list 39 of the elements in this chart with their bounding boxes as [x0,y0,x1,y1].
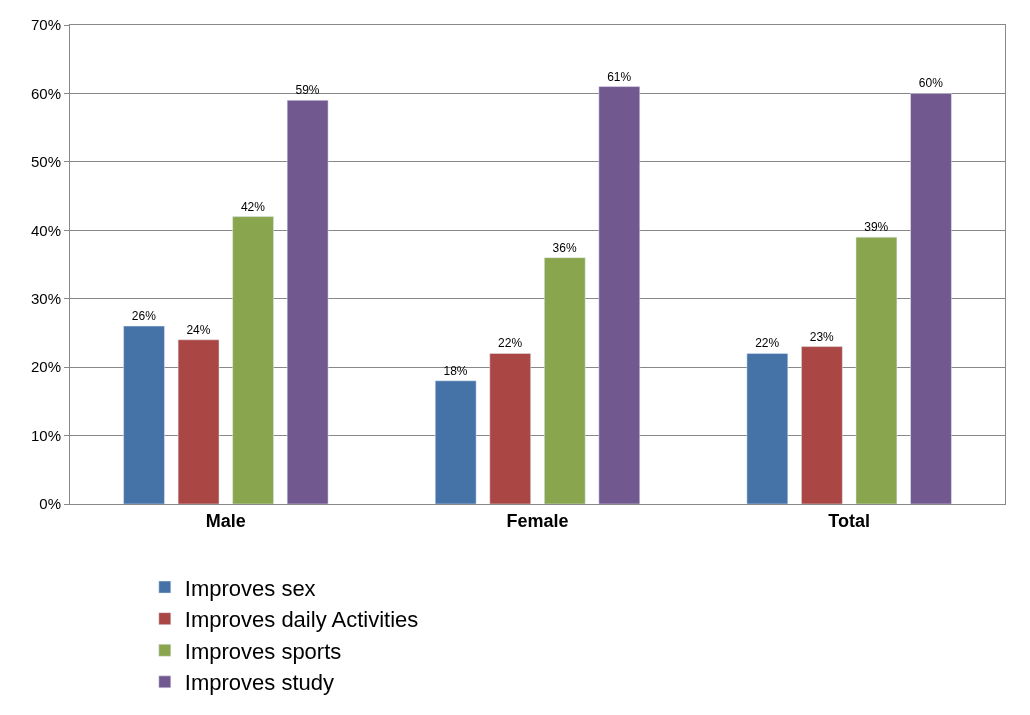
x-tick-label: Female [506,510,569,531]
bar [489,353,531,504]
bar [801,346,843,504]
y-tick-label: 20% [30,358,61,376]
data-label: 59% [295,83,320,98]
legend-label: Improves daily Activities [184,607,419,633]
data-label: 18% [443,363,468,378]
bar [286,100,329,504]
data-label: 61% [607,69,632,84]
legend-label: Improves study [184,670,334,696]
data-label: 23% [809,329,835,344]
bar [910,93,952,504]
y-tick-label: 30% [30,289,61,307]
bar [598,86,641,504]
x-tick-label: Total [828,510,871,531]
y-tick-label: 50% [30,153,61,171]
data-label: 22% [755,336,780,351]
x-tick-label: Male [205,510,246,531]
bar [855,236,898,504]
bar [544,257,586,504]
y-tick-label: 40% [30,221,61,239]
bar [232,216,274,504]
legend-label: Improves sex [184,575,316,601]
data-label: 60% [918,76,944,91]
bar [177,339,220,504]
bar [123,325,165,504]
data-label: 24% [186,322,211,337]
y-tick-label: 10% [30,426,61,444]
data-label: 42% [240,199,266,214]
y-tick-label: 60% [30,84,61,102]
data-label: 26% [131,309,157,324]
data-label: 39% [864,220,889,235]
bar [746,353,789,504]
data-label: 22% [498,336,523,351]
legend-label: Improves sports [184,638,342,664]
y-tick-label: 70% [30,16,61,34]
bar [434,380,477,504]
data-label: 36% [552,240,577,255]
y-tick-label: 0% [39,495,61,513]
